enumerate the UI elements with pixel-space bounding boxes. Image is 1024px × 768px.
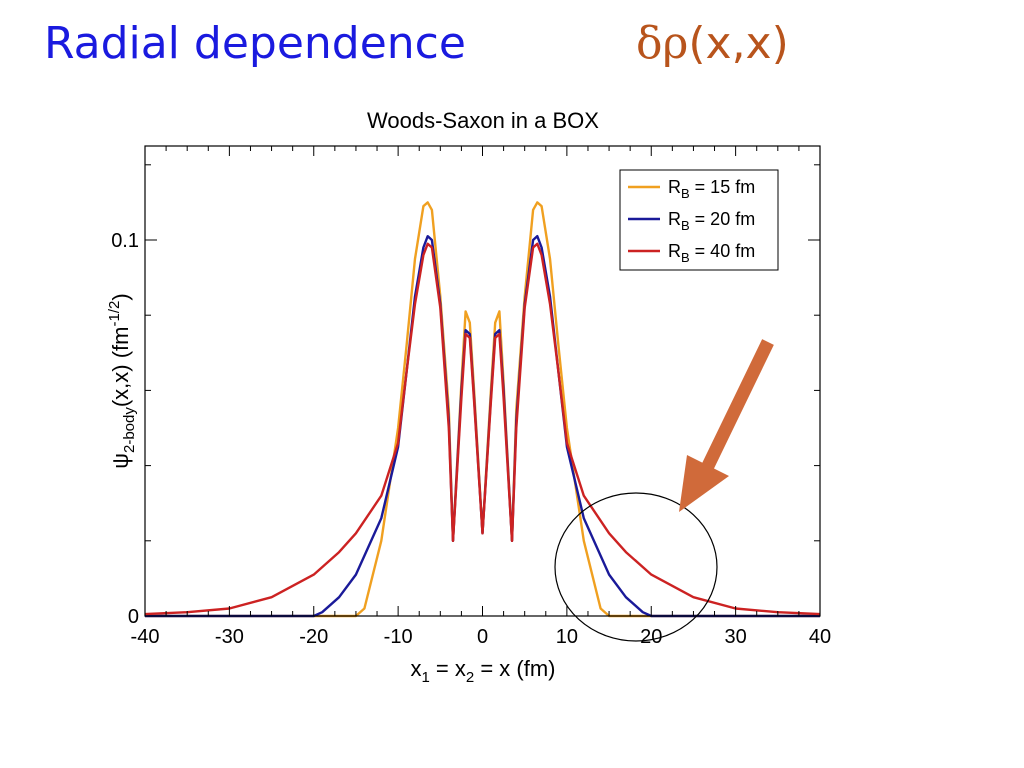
y-tick-label: 0.1 — [111, 230, 139, 252]
series-line-2 — [145, 235, 820, 618]
highlight-circle — [554, 492, 718, 642]
series-line-3 — [144, 242, 821, 616]
chart-title: Woods-Saxon in a BOX — [367, 108, 599, 133]
legend-label-3: RB = 40 fm — [668, 241, 755, 265]
x-tick-label: 40 — [809, 626, 831, 648]
x-tick-label: 0 — [477, 626, 488, 648]
x-tick-label: -10 — [384, 626, 413, 648]
x-tick-label: -40 — [131, 626, 160, 648]
x-tick-label: 20 — [640, 626, 662, 648]
x-tick-label: 10 — [556, 626, 578, 648]
slide-title: Radial dependence — [44, 18, 466, 69]
formula-symbol: δρ — [636, 18, 689, 69]
x-tick-label: -30 — [215, 626, 244, 648]
formula-args: (x,x) — [688, 18, 789, 69]
x-tick-label: 30 — [725, 626, 747, 648]
pointer-arrow — [679, 339, 774, 512]
legend: RB = 15 fm RB = 20 fm RB = 40 fm — [619, 169, 779, 271]
y-tick-label: 0 — [128, 606, 139, 628]
slide-formula: δρ(x,x) — [636, 18, 789, 69]
x-tick-label: -20 — [299, 626, 328, 648]
legend-label-1: RB = 15 fm — [668, 177, 755, 201]
x-axis-label: x1 = x2 = x (fm) — [410, 656, 555, 686]
legend-label-2: RB = 20 fm — [668, 209, 755, 233]
y-axis-label: ψ2-body(x,x) (fm-1/2) — [106, 293, 138, 468]
